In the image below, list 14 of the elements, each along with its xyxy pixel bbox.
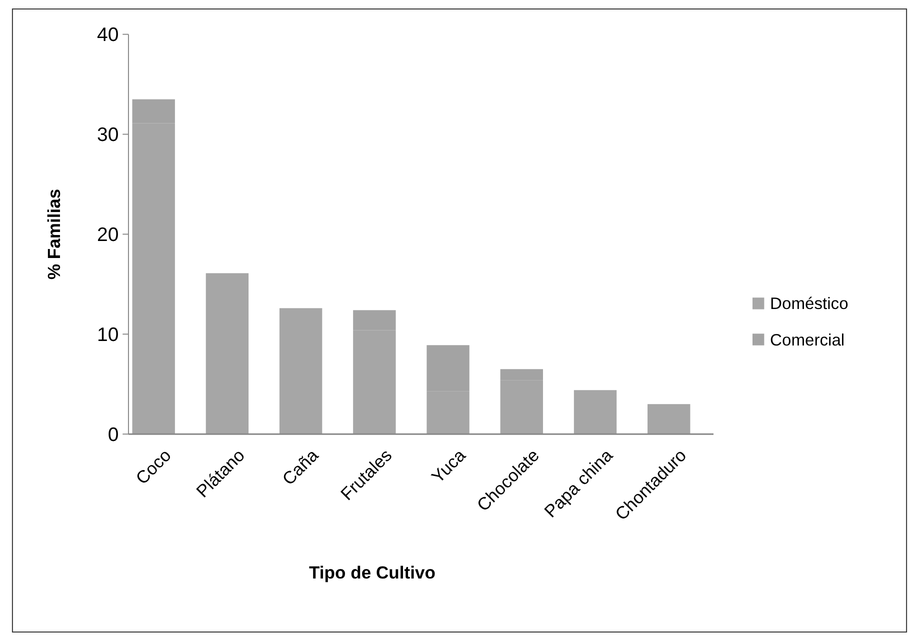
y-tick-label: 40	[97, 24, 119, 46]
legend-label: Doméstico	[770, 294, 848, 314]
bar	[279, 308, 322, 434]
bar	[574, 390, 617, 434]
y-tick-label: 0	[108, 424, 119, 446]
y-axis-title: % Familias	[44, 188, 64, 280]
y-tick-label: 30	[97, 124, 119, 146]
y-tick-label: 20	[97, 224, 119, 246]
bar	[206, 273, 249, 434]
y-tick-label: 10	[97, 324, 119, 346]
x-axis-title: Tipo de Cultivo	[309, 562, 436, 582]
legend-label: Comercial	[770, 330, 845, 350]
bar	[648, 404, 690, 434]
x-tick-label: Yuca	[428, 444, 470, 487]
